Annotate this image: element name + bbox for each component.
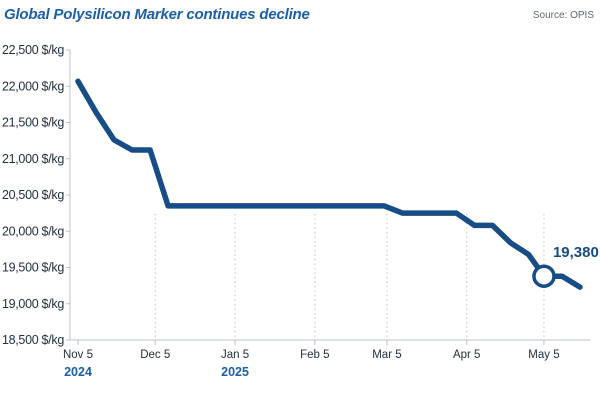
y-tick-label: 20,500 $/kg: [2, 188, 64, 202]
x-tick-label: May 5: [528, 349, 559, 361]
x-year-label: 2024: [64, 365, 92, 379]
x-tick-label: Feb 5: [300, 349, 329, 361]
annotation-layer: 19,380: [532, 244, 599, 288]
source-label: Source: OPIS: [532, 10, 594, 21]
y-tick-label: 21,500 $/kg: [2, 116, 64, 130]
y-tick-label: 22,500 $/kg: [2, 43, 64, 57]
y-tick-label: 19,500 $/kg: [2, 261, 64, 275]
y-tick-label: 20,000 $/kg: [2, 224, 64, 238]
axis-layer: [66, 49, 590, 345]
x-tick-label: Dec 5: [140, 349, 170, 361]
callout-label: 19,380: [553, 244, 599, 261]
series-layer: [75, 78, 583, 290]
x-tick-label: Nov 5: [63, 349, 93, 361]
x-tick-label: Mar 5: [372, 349, 401, 361]
label-layer: 22,500 $/kg 22,000 $/kg 21,500 $/kg 21,000 …: [2, 43, 560, 379]
x-year-label: 2025: [221, 365, 249, 379]
y-tick-label: 19,000 $/kg: [2, 297, 64, 311]
y-tick-label: 18,500 $/kg: [2, 333, 64, 347]
y-tick-label: 22,000 $/kg: [2, 79, 64, 93]
callout-marker: [532, 264, 556, 288]
y-tick-label: 21,000 $/kg: [2, 152, 64, 166]
grid-layer: [154, 213, 545, 340]
series-line: [75, 78, 583, 290]
x-tick-label: Apr 5: [453, 349, 481, 361]
x-tick-label: Jan 5: [221, 349, 249, 361]
chart-title: Global Polysilicon Marker continues decl…: [4, 6, 310, 23]
